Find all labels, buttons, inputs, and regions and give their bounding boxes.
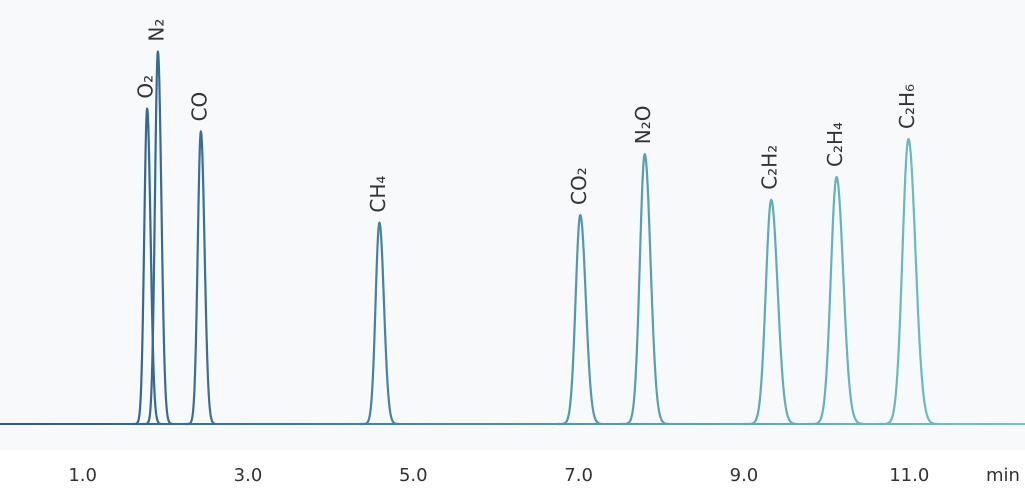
peak-label: N₂ — [144, 19, 168, 42]
x-tick-label: 7.0 — [564, 465, 593, 486]
x-tick-label: 5.0 — [399, 465, 428, 486]
peak-label: CO — [187, 92, 211, 122]
peak — [878, 137, 939, 426]
x-tick-label: 9.0 — [730, 465, 759, 486]
x-tick-label: 1.0 — [68, 465, 97, 486]
peak — [359, 221, 400, 426]
x-tick-label: 3.0 — [234, 465, 263, 486]
peak-label: C₂H₄ — [823, 122, 847, 167]
peak — [184, 130, 218, 426]
peak — [556, 213, 604, 426]
peak — [619, 153, 670, 426]
peak — [807, 175, 866, 426]
peak-label: C₂H₆ — [895, 84, 919, 129]
plot-background — [0, 0, 1025, 450]
peak — [131, 107, 163, 426]
peak-label: N₂O — [631, 105, 655, 144]
peak-label: C₂H₂ — [758, 145, 782, 190]
x-tick-label: 11.0 — [889, 465, 929, 486]
peak-label: O₂ — [134, 75, 158, 99]
x-axis-label: min — [986, 465, 1020, 486]
peak-label: CH₄ — [366, 176, 390, 213]
peak — [142, 50, 174, 426]
peak-label: CO₂ — [567, 167, 591, 205]
peak — [743, 198, 799, 426]
